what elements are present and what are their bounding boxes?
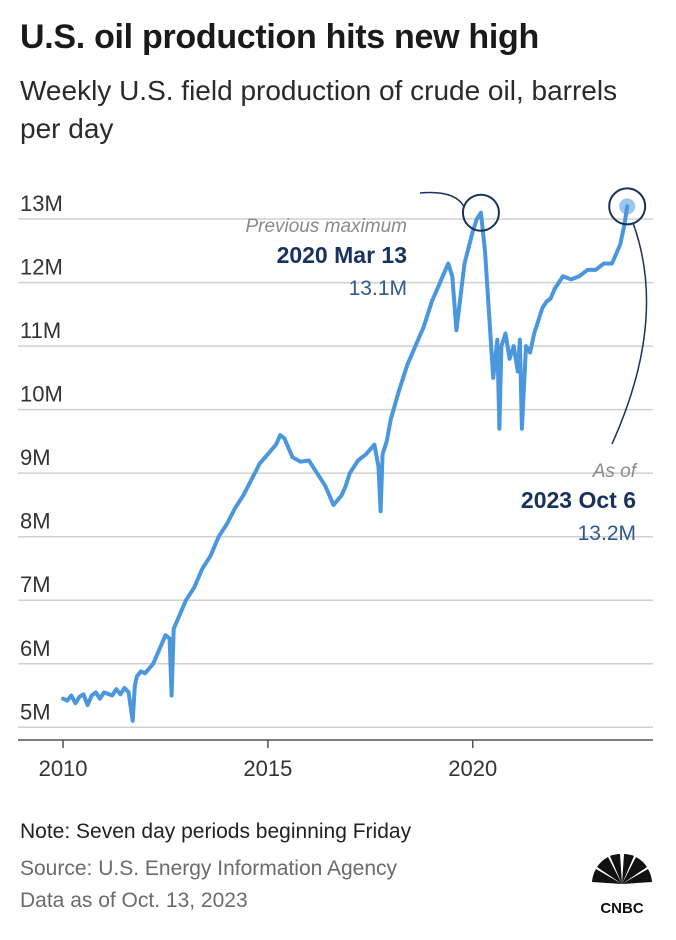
footer-source: Source: U.S. Energy Information Agency: [20, 857, 398, 880]
y-tick-label: 5M: [20, 699, 51, 724]
annotation-max-date: 2020 Mar 13: [277, 242, 407, 268]
peacock-icon: [592, 854, 652, 884]
y-tick-label: 12M: [20, 255, 63, 280]
y-tick-label: 6M: [20, 636, 51, 661]
x-tick-label: 2015: [243, 756, 292, 781]
latest-highlight-circle: [608, 187, 647, 226]
grid-lines: [18, 218, 653, 729]
annotation-latest-date: 2023 Oct 6: [521, 487, 636, 513]
x-tick-label: 2020: [448, 756, 497, 781]
annotations: Previous maximum 2020 Mar 13 13.1M As of 202…: [245, 187, 648, 545]
chart-title: U.S. oil production hits new high: [20, 18, 539, 56]
y-tick-label: 9M: [20, 445, 51, 470]
line-chart: 5M 6M 7M 8M 9M 10M 11M 12M 13M 2010 2015 2020 Prev…: [18, 187, 653, 781]
y-tick-label: 7M: [20, 572, 51, 597]
cnbc-logo: CNBC: [592, 854, 652, 916]
series-line: [61, 204, 630, 723]
x-tick-label: 2010: [39, 756, 88, 781]
y-tick-label: 10M: [20, 382, 63, 407]
footer-note: Note: Seven day periods beginning Friday: [20, 820, 412, 843]
annotation-max-caption: Previous maximum: [245, 216, 407, 237]
annotation-max-value: 13.1M: [349, 277, 407, 300]
latest-point-marker: [619, 198, 636, 215]
footer-data-as-of: Data as of Oct. 13, 2023: [20, 889, 248, 912]
y-tick-label: 13M: [20, 191, 63, 216]
logo-wordmark: CNBC: [600, 900, 643, 916]
annotation-latest-value: 13.2M: [578, 522, 636, 545]
y-tick-label: 11M: [20, 318, 61, 343]
latest-leader-line: [611, 223, 648, 445]
y-axis-ticks: 5M 6M 7M 8M 9M 10M 11M 12M 13M: [20, 191, 63, 724]
series-group: [61, 204, 630, 723]
max-highlight-circle: [461, 193, 500, 232]
y-tick-label: 8M: [20, 509, 51, 534]
chart-subtitle: Weekly U.S. field production of crude oi…: [20, 75, 618, 144]
max-leader-line: [419, 191, 465, 208]
x-axis: 2010 2015 2020: [18, 739, 653, 781]
annotation-latest-caption: As of: [592, 461, 638, 482]
